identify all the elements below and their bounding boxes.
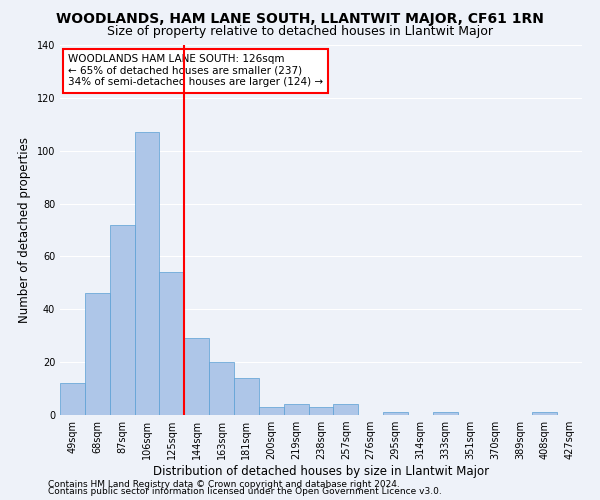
- Bar: [383, 412, 408, 415]
- Text: WOODLANDS, HAM LANE SOUTH, LLANTWIT MAJOR, CF61 1RN: WOODLANDS, HAM LANE SOUTH, LLANTWIT MAJO…: [56, 12, 544, 26]
- Bar: [234, 378, 259, 415]
- Bar: [433, 412, 458, 415]
- Bar: [110, 224, 134, 415]
- Text: Size of property relative to detached houses in Llantwit Major: Size of property relative to detached ho…: [107, 25, 493, 38]
- Bar: [308, 407, 334, 415]
- Bar: [209, 362, 234, 415]
- X-axis label: Distribution of detached houses by size in Llantwit Major: Distribution of detached houses by size …: [153, 465, 489, 478]
- Bar: [85, 294, 110, 415]
- Bar: [134, 132, 160, 415]
- Text: Contains HM Land Registry data © Crown copyright and database right 2024.: Contains HM Land Registry data © Crown c…: [48, 480, 400, 489]
- Bar: [284, 404, 308, 415]
- Bar: [160, 272, 184, 415]
- Text: Contains public sector information licensed under the Open Government Licence v3: Contains public sector information licen…: [48, 488, 442, 496]
- Bar: [259, 407, 284, 415]
- Y-axis label: Number of detached properties: Number of detached properties: [18, 137, 31, 323]
- Bar: [334, 404, 358, 415]
- Bar: [532, 412, 557, 415]
- Bar: [60, 384, 85, 415]
- Bar: [184, 338, 209, 415]
- Text: WOODLANDS HAM LANE SOUTH: 126sqm
← 65% of detached houses are smaller (237)
34% : WOODLANDS HAM LANE SOUTH: 126sqm ← 65% o…: [68, 54, 323, 88]
